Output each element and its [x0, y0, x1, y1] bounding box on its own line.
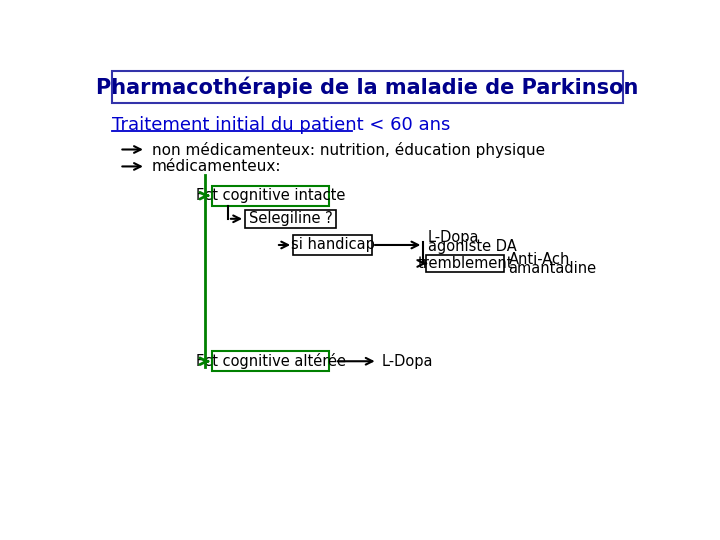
FancyBboxPatch shape	[293, 235, 372, 255]
Text: Pharmacothérapie de la maladie de Parkinson: Pharmacothérapie de la maladie de Parkin…	[96, 76, 639, 98]
Text: L-Dopa: L-Dopa	[382, 354, 433, 369]
Text: amantadine: amantadine	[508, 261, 597, 276]
FancyBboxPatch shape	[212, 351, 329, 372]
Text: Anti-Ach: Anti-Ach	[508, 252, 570, 267]
Text: tremblement: tremblement	[418, 256, 513, 271]
FancyBboxPatch shape	[112, 71, 624, 103]
Text: si handicap: si handicap	[291, 238, 374, 253]
Text: Selegiline ?: Selegiline ?	[249, 211, 333, 226]
Text: médicamenteux:: médicamenteux:	[152, 159, 282, 174]
FancyBboxPatch shape	[212, 186, 329, 206]
Text: Fct cognitive altérée: Fct cognitive altérée	[196, 353, 346, 369]
Text: Traitement initial du patient < 60 ans: Traitement initial du patient < 60 ans	[112, 116, 450, 134]
Text: Fct cognitive intacte: Fct cognitive intacte	[196, 188, 346, 203]
Text: non médicamenteux: nutrition, éducation physique: non médicamenteux: nutrition, éducation …	[152, 141, 545, 158]
Text: L-Dopa: L-Dopa	[428, 230, 480, 245]
Text: agoniste DA: agoniste DA	[428, 239, 517, 254]
FancyBboxPatch shape	[245, 210, 336, 228]
FancyBboxPatch shape	[426, 255, 504, 272]
